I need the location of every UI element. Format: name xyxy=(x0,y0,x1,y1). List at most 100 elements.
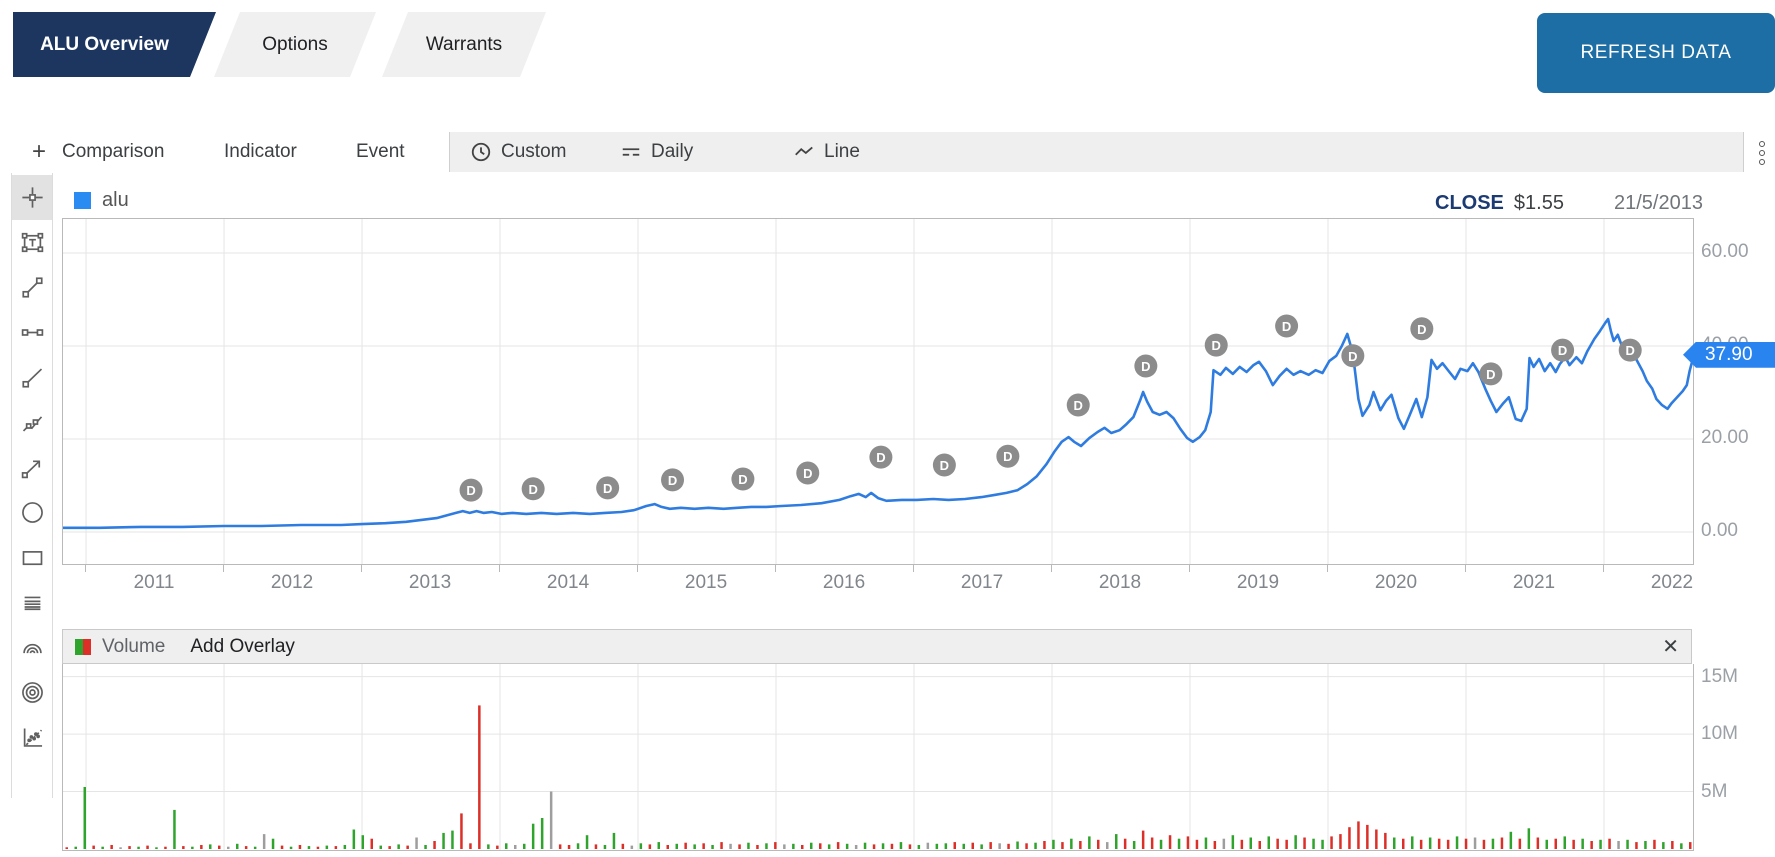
volume-bar xyxy=(1088,836,1091,849)
price-plot[interactable]: D D D D D D D D D D D D D D D D D D xyxy=(61,218,1695,565)
refresh-data-button[interactable]: REFRESH DATA xyxy=(1537,13,1775,93)
toolbar-item-daily[interactable]: Daily xyxy=(620,132,693,172)
series-symbol: alu xyxy=(102,189,129,211)
volume-bar xyxy=(1527,828,1531,849)
close-volume-icon[interactable]: ✕ xyxy=(1662,636,1679,658)
dividend-marker[interactable]: D xyxy=(1479,362,1503,386)
draw-tool-annotation[interactable] xyxy=(12,220,52,265)
dividend-marker[interactable]: D xyxy=(1341,344,1365,368)
volume-bar xyxy=(881,843,885,849)
toolbar-item-custom[interactable]: Custom xyxy=(470,132,566,172)
volume-bar xyxy=(164,846,167,849)
draw-tool-crosshair[interactable] xyxy=(12,175,52,220)
volume-bar xyxy=(370,838,373,849)
year-label: 2016 xyxy=(822,572,866,593)
draw-tool-ray[interactable] xyxy=(12,355,52,400)
draw-tool-ellipse[interactable] xyxy=(12,490,52,535)
volume-bar xyxy=(1536,837,1540,849)
draw-tool-rectangle[interactable] xyxy=(12,535,52,580)
volume-bar xyxy=(845,843,849,849)
svg-text:D: D xyxy=(876,450,885,465)
dividend-marker[interactable]: D xyxy=(1551,338,1575,362)
add-overlay-button[interactable]: Add Overlay xyxy=(190,635,295,657)
year-tick xyxy=(499,564,501,572)
svg-text:D: D xyxy=(1348,349,1357,364)
svg-text:D: D xyxy=(1626,343,1635,358)
year-label: 2011 xyxy=(133,572,175,593)
volume-plot[interactable] xyxy=(62,664,1694,851)
volume-bar xyxy=(137,846,140,849)
clock-icon xyxy=(470,141,492,163)
dividend-marker[interactable]: D xyxy=(731,467,755,491)
dividend-marker[interactable]: D xyxy=(796,461,820,485)
volume-bar xyxy=(1204,837,1208,849)
volume-bar xyxy=(1123,838,1127,849)
dividend-marker[interactable]: D xyxy=(661,468,685,492)
draw-tool-regression-line[interactable] xyxy=(12,715,52,760)
toolbar-item-indicator[interactable]: Indicator xyxy=(224,141,297,162)
volume-bar xyxy=(720,842,723,849)
svg-text:D: D xyxy=(1074,398,1083,413)
year-label: 2015 xyxy=(684,572,728,593)
dividend-marker[interactable]: D xyxy=(1204,333,1228,357)
volume-bar xyxy=(531,823,535,849)
price-chart-canvas[interactable]: D D D D D D D D D D D D D D D D D D xyxy=(61,219,1695,564)
more-options-icon[interactable] xyxy=(1752,138,1772,168)
toolbar-item-custom-label: Custom xyxy=(501,141,567,162)
volume-bar xyxy=(1393,837,1396,849)
volume-bar xyxy=(765,843,768,849)
draw-tool-continuous-line[interactable] xyxy=(12,400,52,445)
plus-icon[interactable]: + xyxy=(32,138,47,165)
draw-tool-fib-circle[interactable] xyxy=(12,670,52,715)
draw-tool-arrow[interactable] xyxy=(12,445,52,490)
dividend-marker[interactable]: D xyxy=(521,477,545,501)
dividend-marker[interactable]: D xyxy=(459,478,483,502)
tab-warrants[interactable]: Warrants xyxy=(382,12,546,77)
dividend-marker[interactable]: D xyxy=(996,444,1020,468)
volume-bar xyxy=(298,845,302,849)
volume-chart-canvas[interactable] xyxy=(63,664,1693,850)
volume-bar xyxy=(1545,839,1548,849)
close-label: CLOSE xyxy=(1435,192,1504,214)
volume-bar xyxy=(540,818,544,849)
dividend-marker[interactable]: D xyxy=(1134,354,1158,378)
volume-bar xyxy=(783,844,786,849)
dividend-marker[interactable]: D xyxy=(1275,314,1299,338)
volume-bar xyxy=(1186,836,1190,849)
draw-tool-fib-arc[interactable] xyxy=(12,625,52,670)
toolbar-item-daily-label: Daily xyxy=(651,141,694,162)
dividend-marker[interactable]: D xyxy=(932,453,956,477)
draw-tool-horizontal-segment[interactable] xyxy=(12,310,52,355)
volume-bar xyxy=(1258,841,1261,849)
draw-tool-segment[interactable] xyxy=(12,265,52,310)
toolbar-item-event[interactable]: Event xyxy=(356,141,405,162)
volume-bar xyxy=(998,843,1001,849)
volume-bar xyxy=(549,791,553,849)
volume-bar xyxy=(854,845,858,849)
svg-text:D: D xyxy=(1486,367,1495,382)
dividend-marker[interactable]: D xyxy=(596,476,620,500)
dividend-marker[interactable]: D xyxy=(869,445,893,469)
volume-bar xyxy=(1653,839,1656,849)
volume-bar xyxy=(1446,839,1450,849)
year-label: 2013 xyxy=(408,572,452,593)
volume-panel-header: Volume Add Overlay ✕ xyxy=(62,629,1692,664)
draw-tool-fib-retracement[interactable] xyxy=(12,580,52,625)
tab-options[interactable]: Options xyxy=(214,12,376,77)
volume-bar xyxy=(1312,838,1315,849)
tab-alu-overview[interactable]: ALU Overview xyxy=(13,12,216,77)
volume-bar xyxy=(1195,839,1199,849)
price-line-series xyxy=(61,317,1695,530)
volume-bar xyxy=(729,843,732,849)
volume-bar xyxy=(451,830,454,849)
dividend-marker[interactable]: D xyxy=(1066,393,1090,417)
regression-line-icon xyxy=(23,728,42,747)
dividend-marker[interactable]: D xyxy=(1410,317,1434,341)
continuous-line-icon xyxy=(22,416,42,432)
volume-bar xyxy=(361,835,364,849)
fib-arc-icon xyxy=(22,643,42,654)
dividend-marker[interactable]: D xyxy=(1618,338,1642,362)
toolbar-item-line[interactable]: Line xyxy=(793,132,860,172)
toolbar-item-comparison[interactable]: Comparison xyxy=(62,141,165,162)
